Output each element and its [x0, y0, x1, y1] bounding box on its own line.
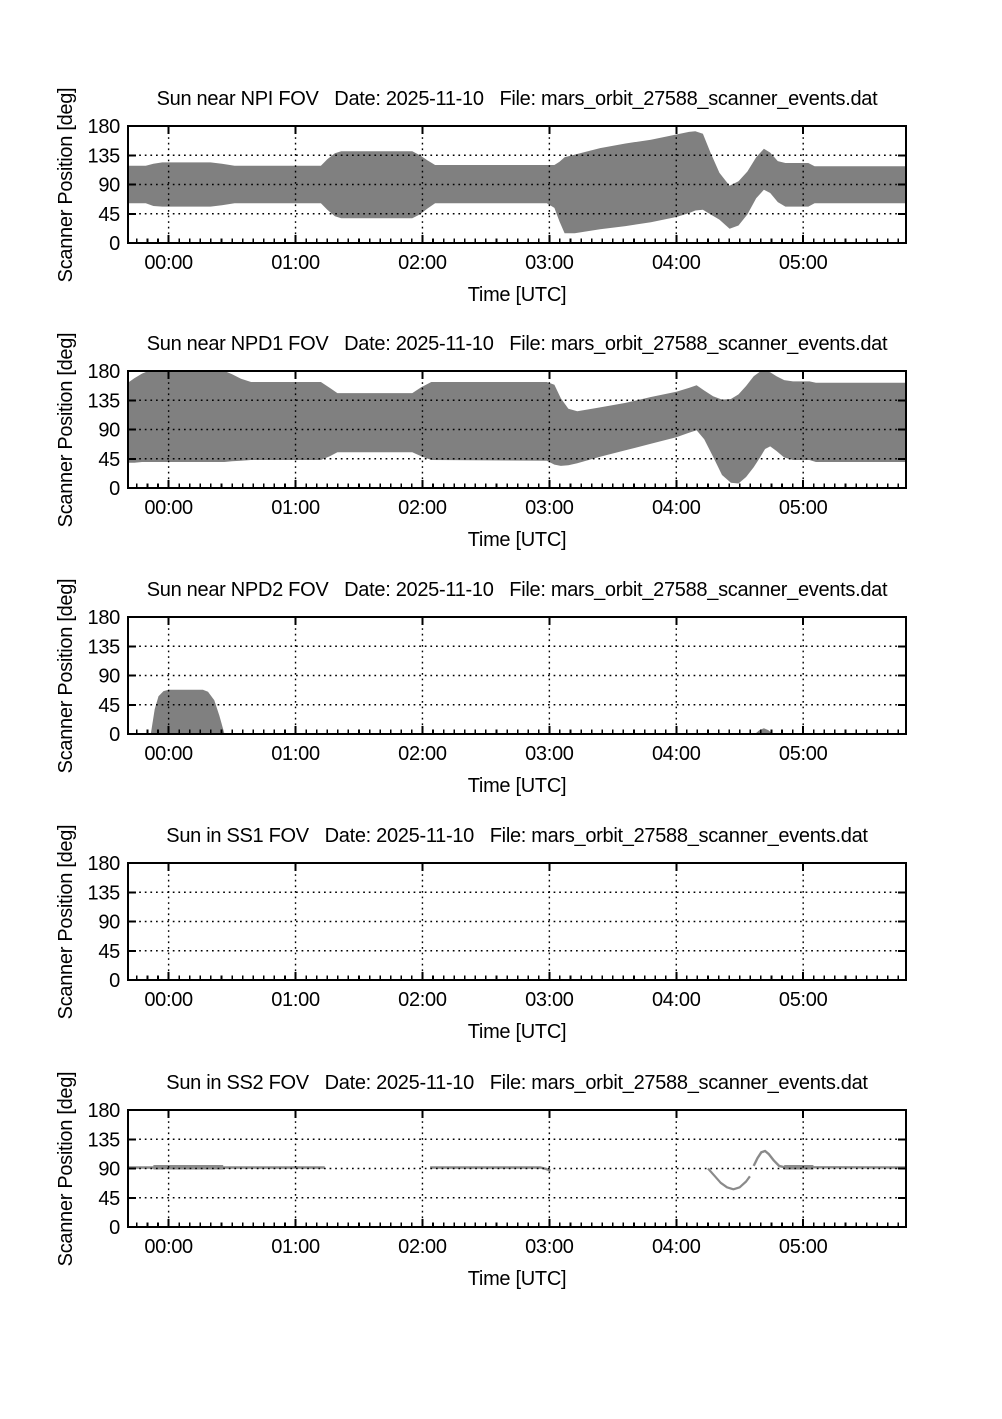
scanner-position-band-small	[755, 728, 773, 734]
plot-area: 00:00 01:00 02:00 03:00 04:00 05:00 0 45 90 135 18…	[88, 361, 907, 519]
x-tick-label: 03:00	[525, 252, 574, 274]
y-tick-label: 135	[88, 636, 121, 658]
plot-title: Sun in SS1 FOV Date: 2025-11-10 File: ma…	[166, 825, 868, 847]
x-axis-label: Time [UTC]	[467, 284, 567, 306]
y-tick-label: 180	[88, 116, 121, 138]
x-tick-label: 01:00	[271, 252, 320, 274]
x-tick-label: 02:00	[398, 989, 447, 1011]
plot-sun-near-npi-fov: Sun near NPI FOV Date: 2025-11-10 File: …	[0, 70, 1002, 310]
plot-sun-in-ss2-fov: Sun in SS2 FOV Date: 2025-11-10 File: ma…	[0, 1054, 1002, 1294]
x-tick-label: 00:00	[144, 497, 193, 519]
y-tick-label: 180	[88, 607, 121, 629]
x-tick-label: 05:00	[779, 743, 828, 765]
plot-sun-near-npd2-fov: Sun near NPD2 FOV Date: 2025-11-10 File:…	[0, 561, 1002, 801]
scanner-position-trace	[707, 1167, 751, 1191]
plot-title: Sun near NPD1 FOV Date: 2025-11-10 File:…	[146, 333, 888, 355]
scanner-position-band	[128, 131, 906, 234]
x-tick-label: 05:00	[779, 989, 828, 1011]
x-tick-label: 02:00	[398, 497, 447, 519]
x-tick-label: 02:00	[398, 743, 447, 765]
plot-area: 00:00 01:00 02:00 03:00 04:00 05:00 0 45 90 135 18…	[88, 607, 907, 765]
x-tick-label: 01:00	[271, 743, 320, 765]
plot-area: 00:00 01:00 02:00 03:00 04:00 05:00 0 45 90 135 18…	[88, 116, 907, 274]
x-tick-label: 00:00	[144, 1236, 193, 1258]
x-tick-label: 04:00	[652, 989, 701, 1011]
y-tick-label: 0	[109, 478, 120, 500]
plot-sun-in-ss1-fov: Sun in SS1 FOV Date: 2025-11-10 File: ma…	[0, 807, 1002, 1047]
plot-area: 00:00 01:00 02:00 03:00 04:00 05:00 0 45 90 135 18…	[88, 853, 907, 1011]
x-tick-label: 05:00	[779, 1236, 828, 1258]
plot-title: Sun in SS2 FOV Date: 2025-11-10 File: ma…	[166, 1072, 868, 1094]
x-tick-label: 04:00	[652, 1236, 701, 1258]
x-tick-label: 02:00	[398, 1236, 447, 1258]
y-tick-label: 45	[98, 941, 120, 963]
plot-title: Sun near NPD2 FOV Date: 2025-11-10 File:…	[146, 579, 888, 601]
y-tick-label: 0	[109, 233, 120, 255]
x-tick-label: 03:00	[525, 989, 574, 1011]
y-tick-label: 0	[109, 970, 120, 992]
x-tick-label: 03:00	[525, 1236, 574, 1258]
x-tick-label: 02:00	[398, 252, 447, 274]
plot-title: Sun near NPI FOV Date: 2025-11-10 File: …	[156, 88, 878, 110]
y-tick-label: 0	[109, 1217, 120, 1239]
y-tick-label: 90	[98, 666, 120, 688]
x-tick-label: 01:00	[271, 989, 320, 1011]
x-tick-label: 03:00	[525, 743, 574, 765]
scanner-position-band	[128, 371, 906, 484]
y-tick-label: 135	[88, 390, 121, 412]
y-tick-label: 90	[98, 175, 120, 197]
y-tick-label: 45	[98, 1188, 120, 1210]
y-tick-label: 135	[88, 145, 121, 167]
y-tick-label: 45	[98, 695, 120, 717]
x-tick-label: 01:00	[271, 497, 320, 519]
y-tick-label: 0	[109, 724, 120, 746]
scanner-position-band	[150, 689, 225, 734]
x-tick-label: 03:00	[525, 497, 574, 519]
x-tick-label: 01:00	[271, 1236, 320, 1258]
y-tick-label: 135	[88, 1129, 121, 1151]
x-tick-label: 04:00	[652, 252, 701, 274]
y-tick-label: 135	[88, 882, 121, 904]
y-tick-label: 90	[98, 912, 120, 934]
scanner-position-trace	[752, 1149, 907, 1169]
x-tick-label: 00:00	[144, 252, 193, 274]
x-tick-label: 05:00	[779, 252, 828, 274]
x-tick-label: 00:00	[144, 989, 193, 1011]
y-tick-label: 45	[98, 449, 120, 471]
x-tick-label: 00:00	[144, 743, 193, 765]
x-tick-label: 04:00	[652, 497, 701, 519]
plot-area: 00:00 01:00 02:00 03:00 04:00 05:00 0 45 90 135 18…	[88, 1100, 907, 1258]
y-tick-label: 90	[98, 1159, 120, 1181]
y-tick-label: 45	[98, 204, 120, 226]
plot-sun-near-npd1-fov: Sun near NPD1 FOV Date: 2025-11-10 File:…	[0, 315, 1002, 555]
y-tick-label: 180	[88, 853, 121, 875]
x-tick-label: 05:00	[779, 497, 828, 519]
y-tick-label: 90	[98, 420, 120, 442]
x-axis-label: Time [UTC]	[467, 1268, 567, 1290]
x-axis-label: Time [UTC]	[467, 1021, 567, 1043]
x-axis-label: Time [UTC]	[467, 775, 567, 797]
y-tick-label: 180	[88, 361, 121, 383]
y-tick-label: 180	[88, 1100, 121, 1122]
x-axis-label: Time [UTC]	[467, 529, 567, 551]
x-tick-label: 04:00	[652, 743, 701, 765]
